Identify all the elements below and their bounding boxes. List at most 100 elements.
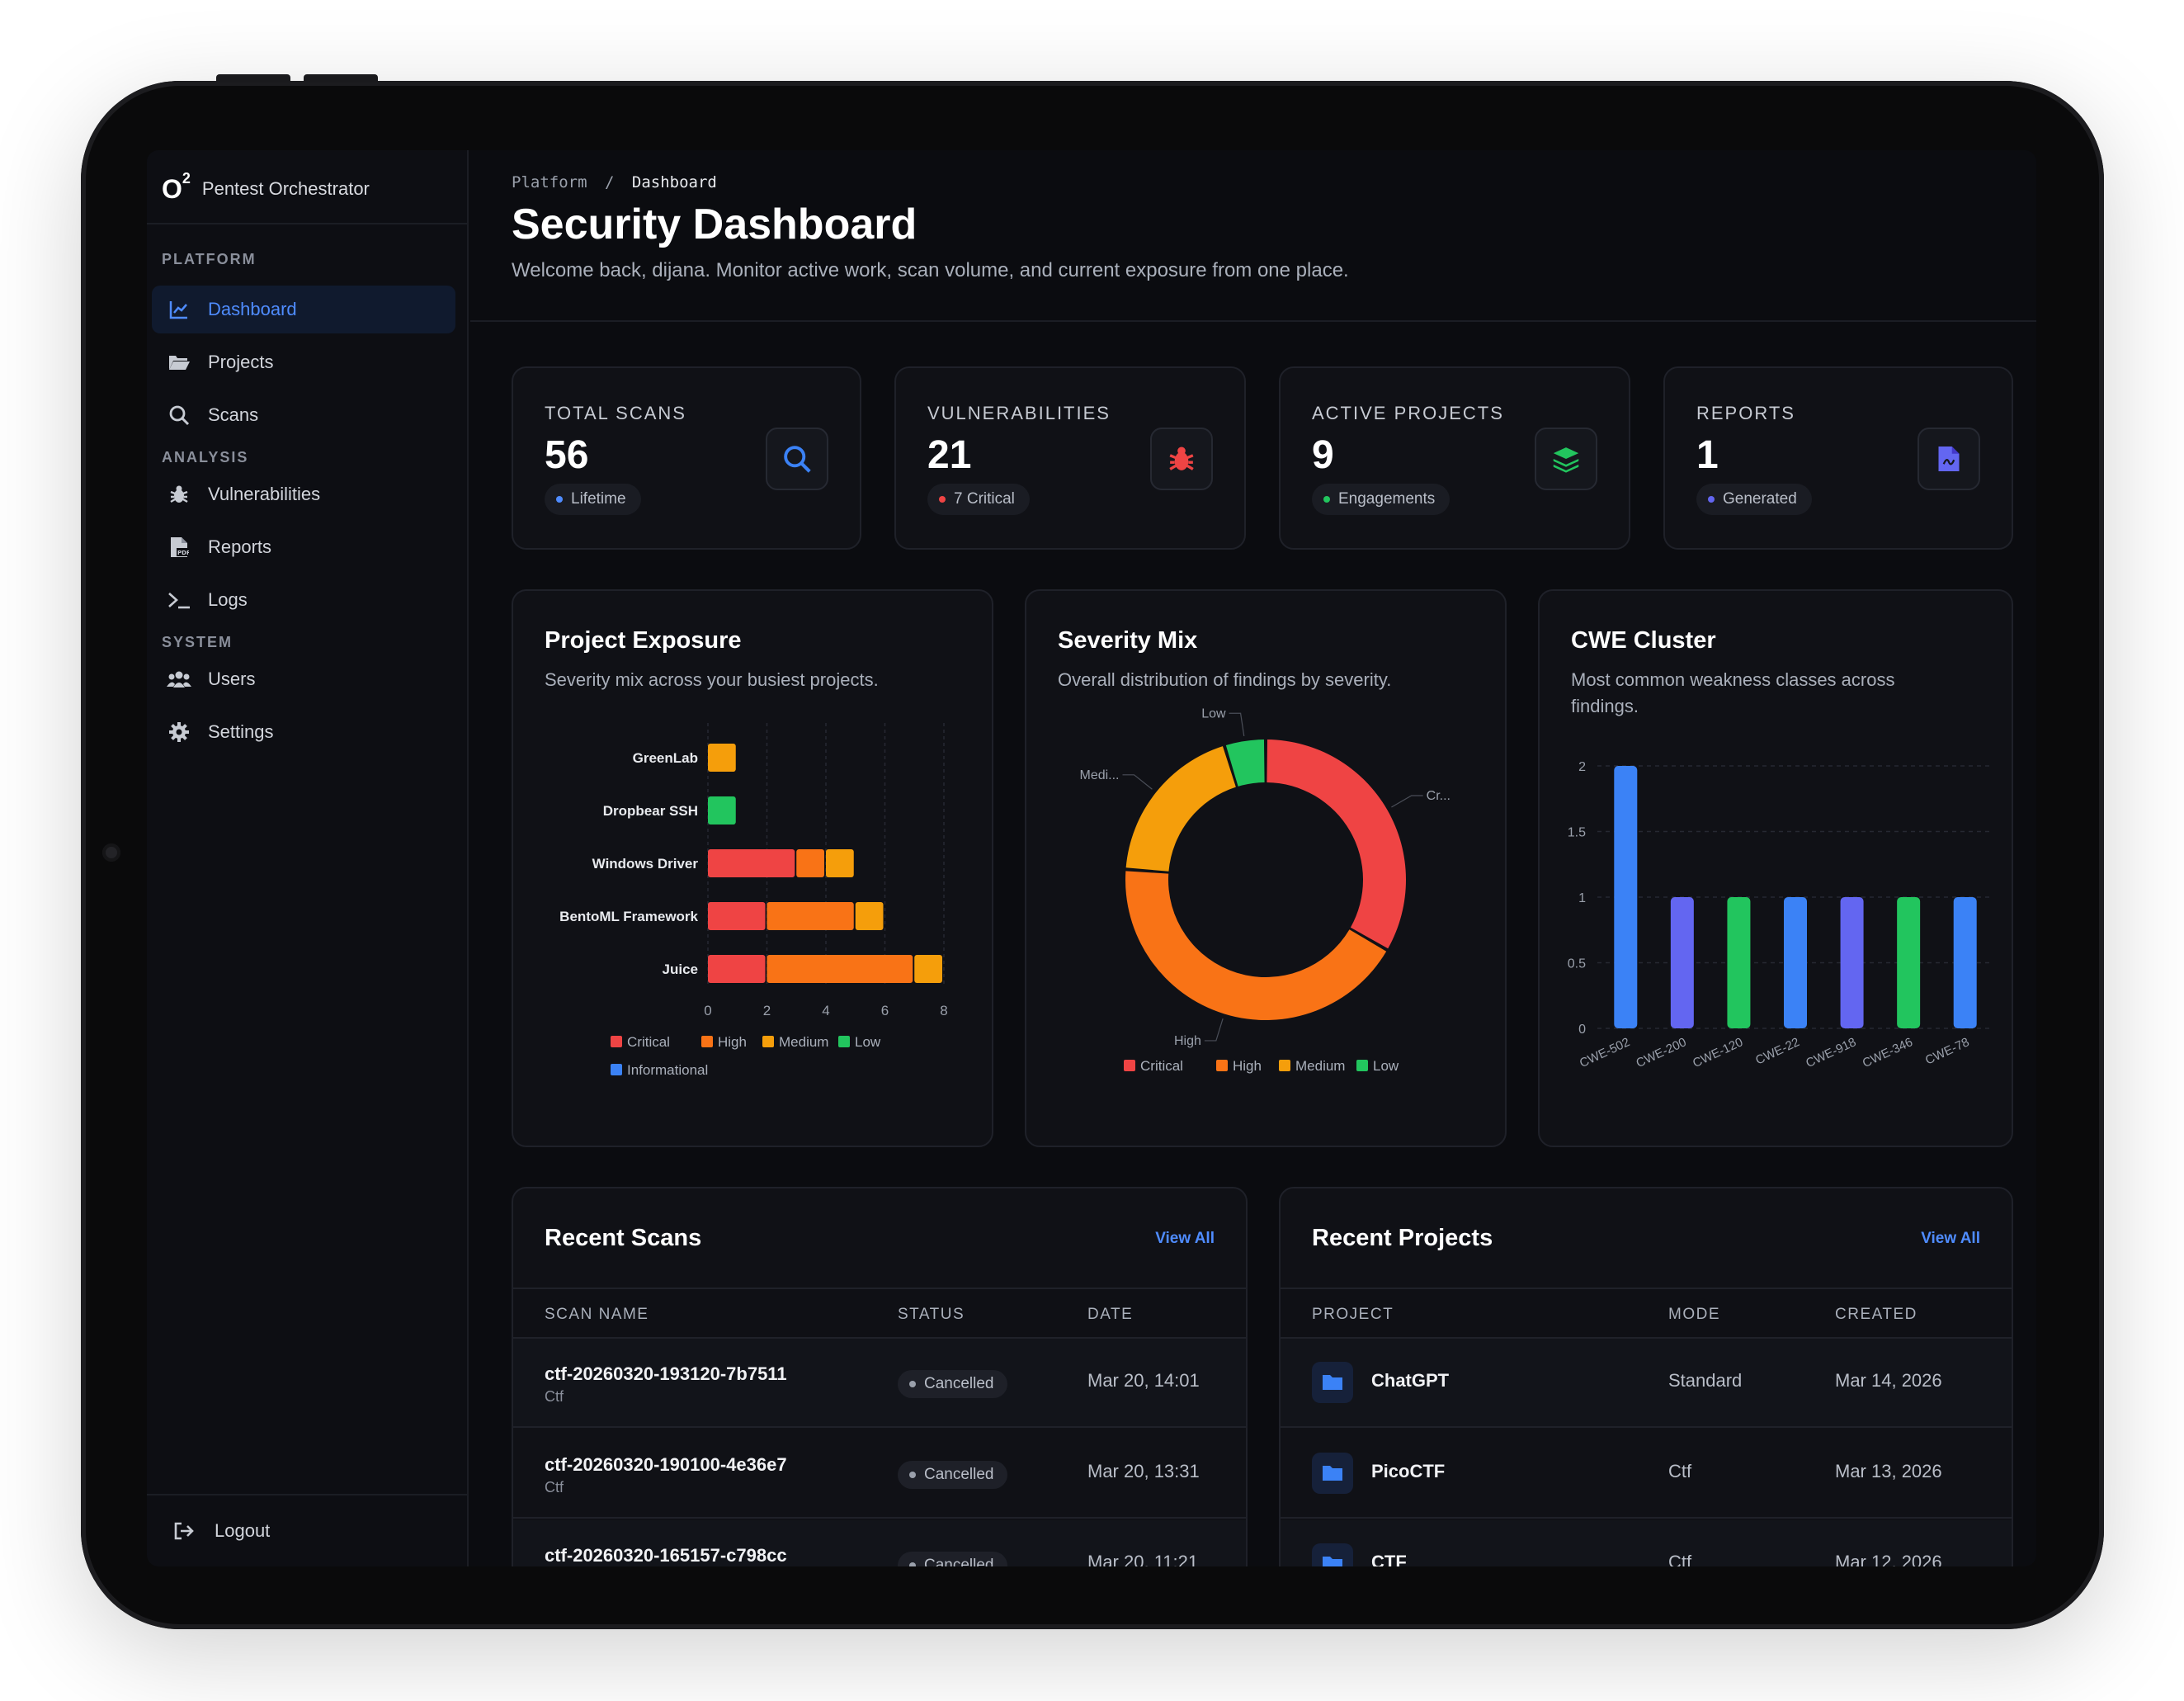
column-header[interactable]: CREATED xyxy=(1835,1306,1917,1323)
bar-segment xyxy=(708,796,736,825)
table-row[interactable]: ChatGPT Standard Mar 14, 2026 xyxy=(1281,1339,2012,1428)
project-created: Mar 12, 2026 xyxy=(1835,1552,1942,1566)
logout-label: Logout xyxy=(215,1520,271,1541)
slice-leader-line xyxy=(1391,795,1423,808)
y-category-label: Juice xyxy=(663,962,698,977)
bug-icon xyxy=(1169,447,1194,470)
project-exposure-card: Project Exposure Severity mix across you… xyxy=(512,589,993,1147)
table-title: Recent Scans xyxy=(545,1225,702,1251)
page-subtitle: Welcome back, dijana. Monitor active wor… xyxy=(512,259,1349,281)
project-mode: Ctf xyxy=(1668,1461,1692,1481)
sidebar-item-reports[interactable]: PDF Reports xyxy=(152,523,455,571)
folder-icon xyxy=(1312,1543,1353,1566)
stat-card-vulnerabilities[interactable]: VULNERABILITIES 21 7 Critical xyxy=(894,366,1246,550)
bar-segment xyxy=(708,744,736,772)
sidebar-item-label: Scans xyxy=(208,404,259,425)
bar xyxy=(1614,766,1638,1028)
bar-segment xyxy=(855,902,884,930)
logout-icon xyxy=(172,1519,196,1543)
app-logo[interactable]: O2 Pentest Orchestrator xyxy=(162,168,370,210)
sidebar-item-logs[interactable]: Logs xyxy=(152,576,455,624)
stat-value: 21 xyxy=(927,433,972,477)
project-created: Mar 13, 2026 xyxy=(1835,1461,1942,1481)
terminal-icon xyxy=(167,588,191,612)
legend-swatch xyxy=(1216,1060,1228,1071)
page-header: Platform / Dashboard Security Dashboard … xyxy=(470,150,2036,322)
scan-date: Mar 20, 13:31 xyxy=(1087,1461,1200,1481)
stat-icon-box xyxy=(1535,428,1597,490)
sidebar-item-vulnerabilities[interactable]: Vulnerabilities xyxy=(152,470,455,518)
chart-title: CWE Cluster xyxy=(1571,627,1716,654)
y-category-label: Windows Driver xyxy=(592,856,699,872)
sidebar-item-users[interactable]: Users xyxy=(152,655,455,703)
table-row[interactable]: ctf-20260320-193120-7b7511 Ctf Cancelled… xyxy=(513,1339,1246,1428)
project-created: Mar 14, 2026 xyxy=(1835,1370,1942,1391)
column-header[interactable]: DATE xyxy=(1087,1306,1134,1323)
users-icon xyxy=(167,667,191,692)
table-row[interactable]: PicoCTF Ctf Mar 13, 2026 xyxy=(1281,1429,2012,1519)
project-mode: Standard xyxy=(1668,1370,1743,1391)
table-row[interactable]: ctf-20260320-190100-4e36e7 Ctf Cancelled… xyxy=(513,1429,1246,1519)
logout-button[interactable]: Logout xyxy=(147,1494,469,1566)
status-badge: Cancelled xyxy=(898,1461,1007,1489)
stat-card-active-projects[interactable]: ACTIVE PROJECTS 9 Engagements xyxy=(1279,366,1630,550)
column-header[interactable]: MODE xyxy=(1668,1306,1720,1323)
sidebar-item-settings[interactable]: Settings xyxy=(152,708,455,756)
x-tick-label: CWE-918 xyxy=(1804,1035,1858,1070)
slice-leader-line xyxy=(1204,1018,1224,1042)
x-tick-label: CWE-346 xyxy=(1861,1035,1915,1070)
column-header[interactable]: PROJECT xyxy=(1312,1306,1394,1323)
status-dot xyxy=(939,496,946,503)
scan-name: ctf-20260320-190100-4e36e7 xyxy=(545,1454,787,1475)
x-tick-label: 6 xyxy=(881,1003,889,1018)
status-dot xyxy=(909,1472,916,1478)
slice-leader-line xyxy=(1229,712,1245,737)
sidebar-item-label: Settings xyxy=(208,721,274,742)
stat-badge: 7 Critical xyxy=(927,484,1030,515)
donut-slice xyxy=(1125,746,1236,872)
view-all-scans-link[interactable]: View All xyxy=(1155,1230,1215,1247)
x-tick-label: CWE-22 xyxy=(1753,1035,1802,1067)
pdf-file-icon: PDF xyxy=(167,535,191,560)
sidebar-item-label: Dashboard xyxy=(208,299,297,319)
layers-icon xyxy=(1553,447,1579,473)
view-all-projects-link[interactable]: View All xyxy=(1921,1230,1980,1247)
chart-line-icon xyxy=(167,297,191,322)
column-header[interactable]: STATUS xyxy=(898,1306,965,1323)
stat-card-total-scans[interactable]: TOTAL SCANS 56 Lifetime xyxy=(512,366,861,550)
legend-label: Low xyxy=(1373,1058,1399,1074)
stat-label: ACTIVE PROJECTS xyxy=(1312,403,1504,423)
logo-mark: O2 xyxy=(162,169,191,204)
sidebar-item-label: Vulnerabilities xyxy=(208,484,321,504)
scan-name: ctf-20260320-193120-7b7511 xyxy=(545,1363,787,1384)
stat-badge: Engagements xyxy=(1312,484,1450,515)
donut-slice xyxy=(1125,871,1387,1020)
sidebar-item-label: Projects xyxy=(208,352,274,372)
legend-label: Low xyxy=(855,1034,881,1050)
legend-swatch xyxy=(762,1036,774,1047)
legend-label: Critical xyxy=(1140,1058,1183,1074)
project-exposure-chart: 0 2 4 6 8 GreenLab Dropbear SSH Windows Driver B… xyxy=(559,723,948,1078)
pdf-file-icon xyxy=(1938,447,1960,471)
table-header: PROJECT MODE CREATED xyxy=(1281,1288,2012,1339)
table-row[interactable]: ctf-20260320-165157-c798cc Ctf Cancelled… xyxy=(513,1520,1246,1566)
sidebar-item-dashboard[interactable]: Dashboard xyxy=(152,286,455,333)
project-name: CTF xyxy=(1371,1552,1407,1566)
project-mode: Ctf xyxy=(1668,1552,1692,1566)
table-row[interactable]: CTF Ctf Mar 12, 2026 xyxy=(1281,1520,2012,1566)
slice-label: Medi... xyxy=(1079,768,1119,782)
breadcrumb-root[interactable]: Platform xyxy=(512,173,587,191)
page-title: Security Dashboard xyxy=(512,201,917,248)
stat-label: REPORTS xyxy=(1696,403,1795,423)
column-header[interactable]: SCAN NAME xyxy=(545,1306,649,1323)
x-tick-label: CWE-78 xyxy=(1923,1035,1972,1067)
table-header: SCAN NAME STATUS DATE xyxy=(513,1288,1246,1339)
stat-card-reports[interactable]: REPORTS 1 Generated xyxy=(1663,366,2013,550)
y-tick-label: 1.5 xyxy=(1568,826,1586,840)
sidebar-item-scans[interactable]: Scans xyxy=(152,391,455,439)
stat-icon-box xyxy=(1917,428,1980,490)
folder-icon xyxy=(1312,1453,1353,1494)
sidebar-item-projects[interactable]: Projects xyxy=(152,338,455,386)
scan-type: Ctf xyxy=(545,1388,564,1405)
